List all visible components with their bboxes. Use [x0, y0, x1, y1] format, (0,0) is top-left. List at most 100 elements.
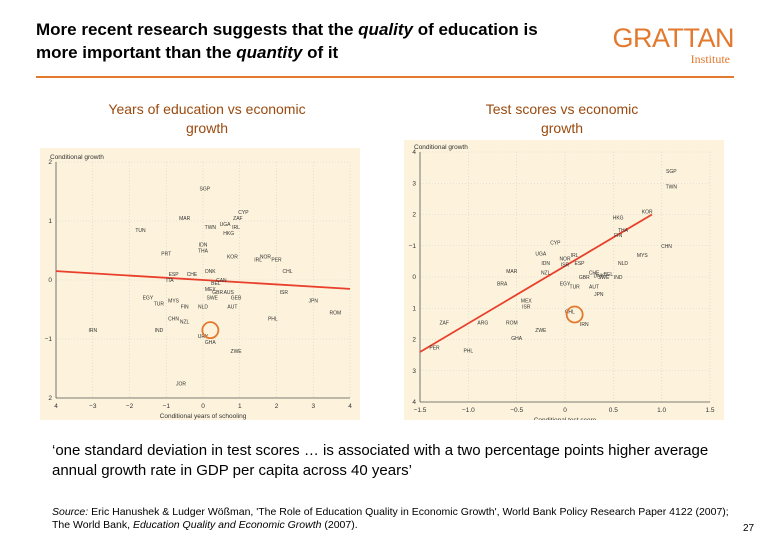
highlight-circle — [201, 321, 220, 340]
country-point-dnk: DNK — [205, 269, 216, 275]
y-tick-label: −1 — [409, 243, 417, 250]
y-tick-label: 3 — [412, 180, 416, 187]
country-point-cyp: CYP — [550, 241, 561, 247]
country-point-mar: MAR — [179, 216, 191, 222]
x-tick-label: −2 — [126, 403, 134, 410]
x-axis-title: Conditional test score — [534, 417, 597, 420]
country-point-fin: FIN — [614, 233, 622, 239]
x-tick-label: 0.5 — [609, 407, 618, 414]
left-panel-title: Years of education vs economic growth — [108, 101, 306, 136]
title-text-3: of it — [302, 43, 339, 62]
country-point-esp: ESP — [169, 272, 180, 278]
x-axis-title: Conditional years of schooling — [160, 413, 247, 420]
country-point-mex: MEX — [521, 298, 533, 304]
y-tick-label: 2 — [48, 395, 52, 402]
y-axis-title: Conditional growth — [50, 154, 104, 161]
country-point-irn: IRN — [580, 322, 589, 328]
x-tick-label: 3 — [311, 403, 315, 410]
y-tick-label: 1 — [48, 218, 52, 225]
trend-line — [55, 270, 351, 290]
country-point-swe: SWE — [206, 296, 218, 302]
x-tick-label: 1 — [238, 403, 242, 410]
slide-title: More recent research suggests that the q… — [36, 18, 576, 64]
test-scores-chart: −1.5 −1.0 −0.5 0 0.5 1.0 1.5 4 3 2 1 0 −1 2 3 4 Conditio… — [404, 140, 724, 420]
country-point-che: CHE — [589, 270, 600, 276]
x-tick-label: −1.5 — [414, 407, 427, 414]
country-point-bel: BEL — [604, 272, 614, 278]
title-emphasis-quantity: quantity — [236, 43, 303, 62]
years-education-chart: 4 −3 −2 −1 0 1 2 3 4 2 −1 0 1 2 Conditional growth Cond… — [40, 148, 360, 420]
country-point-twn: TWN — [205, 225, 217, 231]
country-point-bel: BEL — [211, 281, 221, 287]
country-point-mar: MAR — [506, 269, 517, 275]
right-panel-title: Test scores vs economic growth — [485, 101, 639, 136]
country-point-che: CHE — [187, 272, 198, 278]
country-point-esp: ESP — [574, 261, 585, 267]
country-point-nzl: NZL — [541, 270, 551, 276]
country-point-can: CAN — [216, 278, 227, 284]
x-tick-label: 2 — [275, 403, 279, 410]
x-tick-label: 1.5 — [705, 407, 714, 414]
country-point-irl: IRL — [232, 225, 240, 231]
country-point-cyp: CYP — [238, 210, 249, 216]
country-point-tur: TUR — [154, 302, 165, 308]
country-point-zwe: ZWE — [231, 349, 243, 355]
y-tick-label: 0 — [412, 274, 416, 281]
country-point-ind: IND — [614, 275, 623, 281]
country-point-zwe: ZWE — [535, 328, 547, 334]
country-point-sgp: SGP — [666, 169, 677, 175]
source-report-title: Education Quality and Economic Growth — [132, 519, 322, 531]
country-point-ury: URY — [198, 334, 209, 340]
country-point-chn: CHN — [661, 244, 672, 250]
y-tick-label: 3 — [412, 368, 416, 375]
logo-wordmark: GRATTAN — [612, 23, 735, 53]
country-point-nor: NOR — [260, 254, 272, 260]
title-text-2: of education is more important than the — [36, 20, 538, 62]
country-point-tun: TUN — [135, 228, 146, 234]
country-point-sgp: SGP — [200, 187, 211, 193]
country-point-ita: ITA — [166, 278, 174, 284]
country-point-prt: PRT — [161, 251, 171, 257]
country-point-swe: SWE — [598, 275, 610, 281]
title-emphasis-quality: quality — [358, 20, 413, 39]
country-point-uga: UGA — [535, 252, 547, 258]
country-point-chn: CHN — [168, 316, 179, 322]
country-point-irl: IRL — [254, 257, 262, 263]
y-tick-label: 1 — [412, 305, 416, 312]
country-point-dnk: DNK — [594, 273, 605, 279]
country-point-fin: FIN — [181, 305, 189, 311]
x-tick-label: 0 — [201, 403, 205, 410]
country-point-egy: EGY — [560, 281, 571, 287]
y-tick-label: 4 — [412, 399, 416, 406]
source-label: Source: — [52, 506, 89, 518]
x-tick-label: −0.5 — [510, 407, 523, 414]
country-point-idn: IDN — [541, 261, 550, 267]
country-point-tha: THA — [618, 228, 629, 234]
country-point-gha: GHA — [511, 336, 523, 342]
country-point-hkg: HKG — [613, 216, 624, 222]
trend-line — [419, 213, 653, 353]
x-tick-label: 0 — [563, 407, 567, 414]
country-point-aut: AUT — [589, 284, 599, 290]
country-point-geb: GEB — [231, 296, 242, 302]
country-point-zaf: ZAF — [233, 216, 242, 222]
y-tick-label: 4 — [412, 149, 416, 156]
country-point-nld: NLD — [618, 261, 628, 267]
logo-subtitle: Institute — [690, 52, 730, 66]
country-point-isr: ISR — [522, 305, 531, 311]
country-point-arg: ARG — [477, 320, 488, 326]
country-point-gbr: GBR — [579, 275, 590, 281]
x-tick-label: 1.0 — [657, 407, 666, 414]
title-divider — [36, 76, 734, 78]
country-point-tha: THA — [198, 249, 209, 255]
country-point-aus: AUS — [224, 290, 235, 296]
country-point-gha: GHA — [205, 340, 217, 346]
country-point-nld: NLD — [198, 305, 208, 311]
country-point-kor: KOR — [642, 209, 653, 215]
country-point-jpn: JPN — [309, 299, 319, 305]
country-point-per: PER — [429, 345, 440, 351]
highlight-circle — [565, 305, 584, 324]
country-point-tur: TUR — [570, 284, 581, 290]
country-point-ind: IND — [155, 328, 164, 334]
